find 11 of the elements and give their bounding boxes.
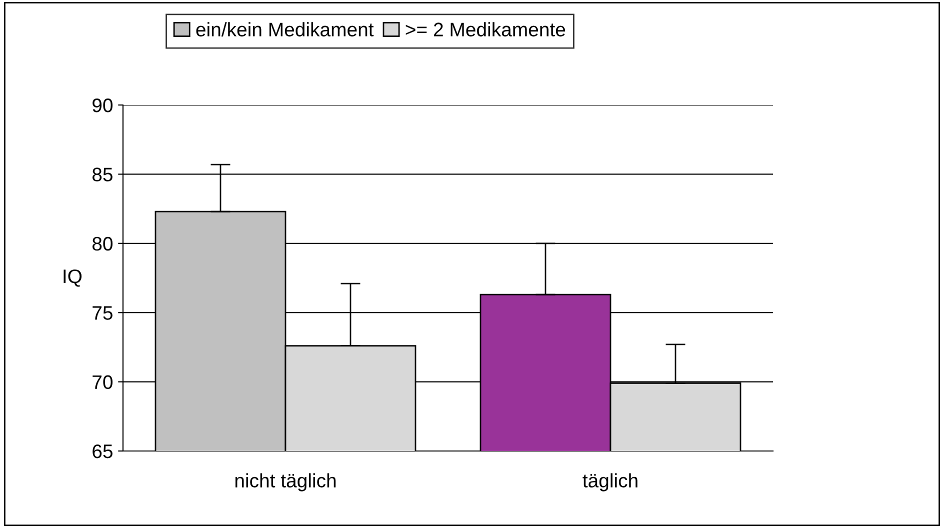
y-tick-label: 70: [92, 375, 113, 390]
y-tick-label: 80: [92, 236, 113, 251]
y-tick-label: 90: [92, 98, 113, 112]
legend-label: >= 2 Medikamente: [406, 22, 566, 36]
y-axis-title: IQ: [64, 269, 82, 287]
x-tick-label: nicht täglich: [235, 473, 336, 492]
y-tick-label: 85: [92, 168, 112, 182]
y-tick-label: 75: [92, 306, 112, 320]
y-tick-label: 65: [92, 444, 112, 458]
legend-label: ein/kein Medikament: [196, 22, 374, 36]
x-tick-label: täglich: [582, 473, 638, 492]
